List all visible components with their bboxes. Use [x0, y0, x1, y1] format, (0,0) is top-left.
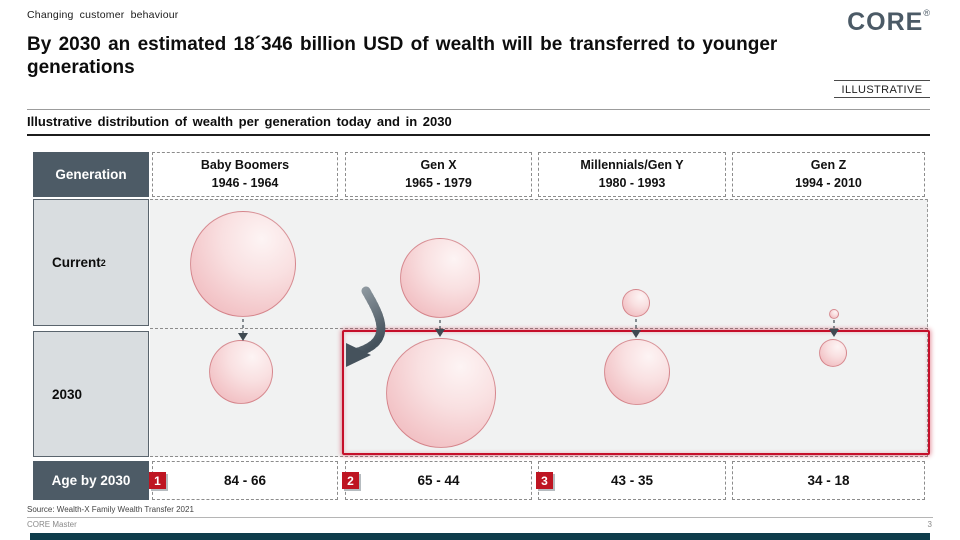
- column-name: Millennials/Gen Y: [580, 158, 684, 172]
- row-label-current: Current 2: [33, 199, 149, 326]
- divider-thin: [27, 109, 930, 110]
- column-years: 1980 - 1993: [598, 175, 666, 190]
- note-badge-1: 1: [149, 472, 166, 489]
- age-cell-baby-boomers: 84 - 66: [152, 461, 338, 500]
- age-cell-gen-z: 34 - 18: [732, 461, 925, 500]
- section-subtitle: Illustrative distribution of wealth per …: [27, 114, 452, 129]
- source-note: Source: Wealth-X Family Wealth Transfer …: [27, 505, 194, 514]
- column-years: 1994 - 2010: [795, 175, 862, 190]
- column-header-gen-z: Gen Z 1994 - 2010: [732, 152, 925, 197]
- registered-mark: ®: [923, 8, 930, 18]
- column-years: 1946 - 1964: [211, 175, 279, 190]
- page-number: 3: [927, 520, 932, 529]
- core-logo: CORE®: [847, 8, 930, 37]
- column-name: Gen X: [420, 158, 457, 172]
- column-years: 1965 - 1979: [405, 175, 472, 190]
- slide-title: By 2030 an estimated 18´346 billion USD …: [27, 34, 778, 79]
- kicker-text: Changing customer behaviour: [27, 9, 179, 21]
- age-cell-millennials: 43 - 35: [538, 461, 726, 500]
- column-header-baby-boomers: Baby Boomers 1946 - 1964: [152, 152, 338, 197]
- brand-footer-bar: [30, 533, 930, 540]
- row-label-2030: 2030: [33, 331, 149, 457]
- note-badge-2: 2: [342, 472, 359, 489]
- age-row-label: Age by 2030: [33, 461, 149, 500]
- column-name: Baby Boomers: [200, 158, 290, 172]
- generation-header: Generation: [33, 152, 149, 197]
- row-label-current-text: Current: [52, 255, 101, 270]
- current-2030-separator: [150, 328, 928, 329]
- divider-thick: [27, 134, 930, 136]
- column-header-gen-x: Gen X 1965 - 1979: [345, 152, 532, 197]
- core-logo-text: CORE: [847, 8, 924, 36]
- note-badge-3: 3: [536, 472, 553, 489]
- highlight-box: [342, 330, 930, 455]
- master-label: CORE Master: [27, 520, 77, 529]
- column-header-millennials: Millennials/Gen Y 1980 - 1993: [538, 152, 726, 197]
- age-cell-gen-x: 65 - 44: [345, 461, 532, 500]
- column-name: Gen Z: [810, 158, 847, 172]
- illustrative-tag: ILLUSTRATIVE: [834, 80, 930, 98]
- footer-divider: [27, 517, 933, 518]
